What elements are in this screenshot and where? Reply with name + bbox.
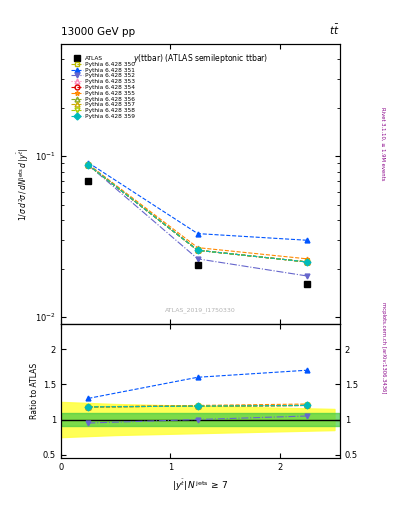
Legend: ATLAS, Pythia 6.428 350, Pythia 6.428 351, Pythia 6.428 352, Pythia 6.428 353, P: ATLAS, Pythia 6.428 350, Pythia 6.428 35… <box>70 55 136 120</box>
Y-axis label: $1/\sigma\,d^2\!\sigma\,/\,dN^{\rm jets}\,d\,|y^{\bar{t}}|$: $1/\sigma\,d^2\!\sigma\,/\,dN^{\rm jets}… <box>15 147 31 221</box>
Y-axis label: Ratio to ATLAS: Ratio to ATLAS <box>30 364 39 419</box>
Text: Rivet 3.1.10, ≥ 1.9M events: Rivet 3.1.10, ≥ 1.9M events <box>381 106 386 180</box>
Text: mcplots.cern.ch [arXiv:1306.3436]: mcplots.cern.ch [arXiv:1306.3436] <box>381 303 386 394</box>
X-axis label: $|y^{\bar{t}}|\,N^{\rm jets}\,\geq\,7$: $|y^{\bar{t}}|\,N^{\rm jets}\,\geq\,7$ <box>173 478 228 494</box>
Text: ATLAS_2019_I1750330: ATLAS_2019_I1750330 <box>165 308 236 313</box>
Text: $t\bar{t}$: $t\bar{t}$ <box>329 23 340 37</box>
Text: $y$(ttbar) (ATLAS semileptonic ttbar): $y$(ttbar) (ATLAS semileptonic ttbar) <box>133 52 268 65</box>
Text: 13000 GeV pp: 13000 GeV pp <box>61 27 135 37</box>
